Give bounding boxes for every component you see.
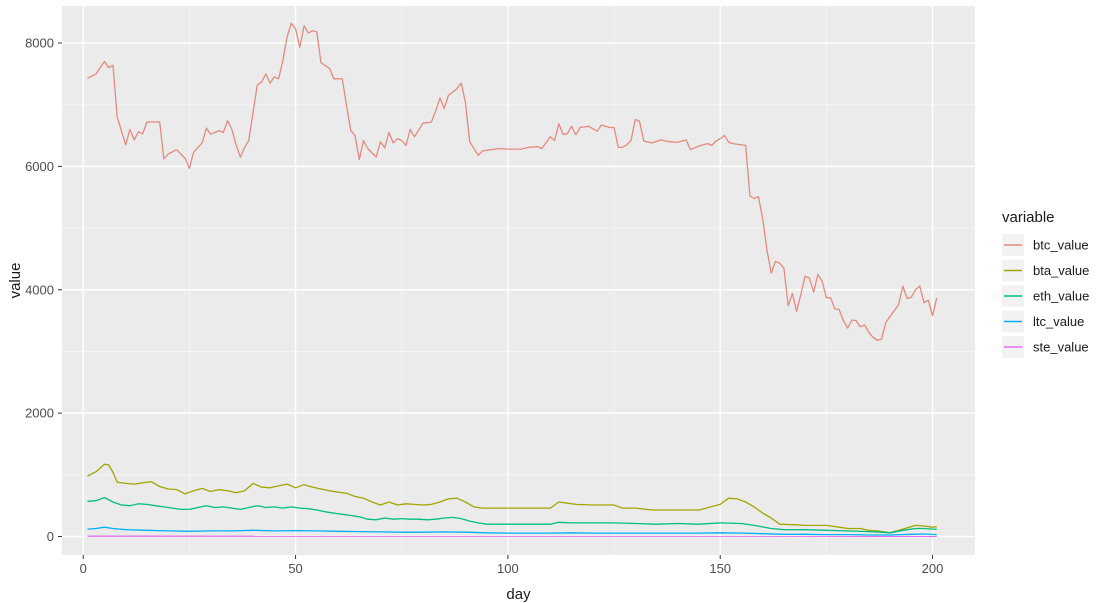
- y-tick-label: 2000: [25, 406, 54, 421]
- legend-label-btc-value: btc_value: [1033, 238, 1089, 253]
- legend-label-eth-value: eth_value: [1033, 289, 1089, 304]
- legend: variable btc_value bta_value eth_value ltc_…: [1002, 209, 1089, 358]
- x-tick-label: 150: [709, 561, 731, 576]
- legend-label-ltc-value: ltc_value: [1033, 314, 1084, 329]
- plot-background: [62, 6, 975, 555]
- series-lines: [87, 22, 938, 537]
- series-line-ltc-value: [87, 526, 937, 536]
- y-tick-label: 6000: [25, 159, 54, 174]
- series-line-eth-value: [87, 496, 937, 534]
- legend-label-ste-value: ste_value: [1033, 340, 1089, 355]
- y-tick-label: 4000: [25, 282, 54, 297]
- x-tick-label: 100: [497, 561, 519, 576]
- series-line-bta-value: [87, 463, 937, 534]
- y-axis: 0 2000 4000 6000 8000: [25, 36, 62, 544]
- x-tick-label: 50: [288, 561, 302, 576]
- y-axis-title: value: [7, 263, 24, 299]
- x-tick-label: 200: [922, 561, 944, 576]
- series-line-btc-value: [87, 22, 938, 341]
- legend-title: variable: [1002, 209, 1055, 226]
- y-tick-label: 8000: [25, 36, 54, 51]
- x-axis: 0 50 100 150 200: [80, 555, 944, 576]
- legend-label-bta-value: bta_value: [1033, 263, 1089, 278]
- x-axis-title: day: [506, 586, 531, 603]
- x-tick-label: 0: [80, 561, 87, 576]
- minor-grid: [62, 6, 975, 555]
- y-tick-label: 0: [47, 529, 54, 544]
